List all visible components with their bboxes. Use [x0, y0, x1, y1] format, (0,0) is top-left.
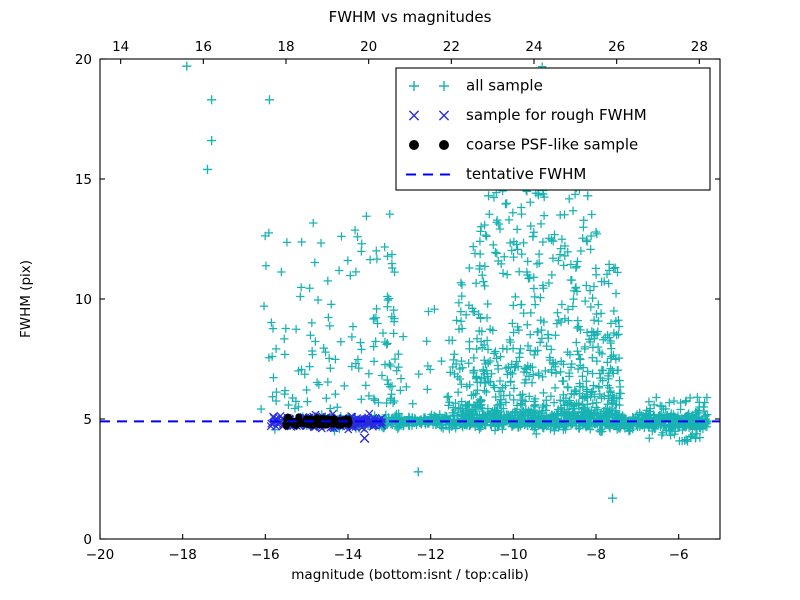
- y-tick-label: 0: [83, 532, 92, 548]
- legend-entry[interactable]: all sample: [409, 77, 543, 95]
- legend-label: all sample: [466, 77, 543, 95]
- top-tick-label: 14: [112, 39, 129, 55]
- top-tick-label: 20: [360, 39, 377, 55]
- x-tick-label: −16: [251, 547, 280, 563]
- x-tick-label: −8: [586, 547, 606, 563]
- top-tick-label: 24: [525, 39, 542, 55]
- x-tick-label: −18: [168, 547, 197, 563]
- y-axis-label: FWHM (pix): [18, 260, 34, 338]
- top-tick-label: 26: [608, 39, 625, 55]
- legend-label: tentative FWHM: [466, 165, 586, 183]
- legend-label: sample for rough FWHM: [466, 106, 647, 124]
- top-tick-label: 22: [443, 39, 460, 55]
- x-tick-label: −14: [334, 547, 363, 563]
- x-tick-label: −10: [499, 547, 528, 563]
- legend-label: coarse PSF-like sample: [466, 136, 638, 154]
- x-tick-label: −12: [416, 547, 445, 563]
- y-tick-label: 15: [75, 172, 92, 188]
- chart-title: FWHM vs magnitudes: [329, 8, 492, 26]
- x-tick-label: −20: [86, 547, 115, 563]
- y-tick-label: 20: [75, 52, 92, 68]
- top-tick-label: 18: [277, 39, 294, 55]
- top-tick-label: 28: [691, 39, 708, 55]
- legend-entry[interactable]: tentative FWHM: [406, 165, 586, 183]
- data-layer: [100, 61, 720, 503]
- x-axis-label: magnitude (bottom:isnt / top:calib): [291, 567, 528, 583]
- legend-box: [395, 67, 711, 191]
- y-tick-label: 10: [75, 292, 92, 308]
- legend-entry[interactable]: sample for rough FWHM: [408, 106, 647, 124]
- chart-legend[interactable]: all sample sample for rough FWHM coarse PS…: [395, 67, 711, 191]
- top-tick-label: 16: [195, 39, 212, 55]
- axes-layer: −20 −18 −16 −14 −12 −10 −8 −6 0 5 10 15 20 14 16 18 20 22…: [75, 39, 721, 563]
- legend-entry[interactable]: coarse PSF-like sample: [409, 136, 638, 154]
- x-tick-label: −6: [669, 547, 689, 563]
- y-tick-label: 5: [83, 412, 92, 428]
